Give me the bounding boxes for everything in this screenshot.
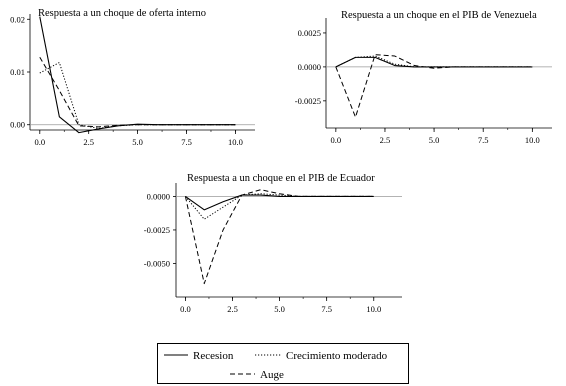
legend-box	[157, 343, 409, 384]
legend-label: Crecimiento moderado	[286, 350, 388, 362]
chart-title: Respuesta a un choque de oferta interno	[38, 8, 206, 19]
x-tick-label: 7.5	[478, 135, 489, 145]
series-line-auge	[39, 56, 236, 128]
x-tick-label: 2.5	[227, 304, 238, 314]
y-tick-label: 0.0000	[147, 191, 170, 201]
y-tick-label: 0.02	[10, 14, 25, 24]
y-tick-label: -0.0025	[144, 225, 170, 235]
y-tick-label: -0.0025	[295, 96, 321, 106]
x-tick-label: 10.0	[525, 135, 540, 145]
y-tick-label: -0.0050	[144, 258, 170, 268]
y-tick-label: 0.01	[10, 67, 25, 77]
chart-panel-3: Respuesta a un choque en el PIB de Ecuad…	[144, 173, 402, 314]
y-tick-label: 0.0025	[298, 28, 321, 38]
x-tick-label: 7.5	[321, 304, 332, 314]
x-tick-label: 0.0	[331, 135, 342, 145]
y-tick-label: 0.0000	[298, 62, 321, 72]
series-line-crecimiento-moderado	[185, 193, 374, 220]
chart-title: Respuesta a un choque en el PIB de Venez…	[341, 10, 537, 21]
chart-panel-2: Respuesta a un choque en el PIB de Venez…	[295, 10, 552, 145]
x-tick-label: 2.5	[380, 135, 391, 145]
x-tick-label: 7.5	[181, 137, 192, 147]
series-line-crecimiento-moderado	[39, 62, 236, 129]
x-tick-label: 10.0	[366, 304, 381, 314]
chart-panel-1: Respuesta a un choque de oferta interno 0…	[10, 8, 255, 147]
x-tick-label: 5.0	[274, 304, 285, 314]
x-tick-label: 10.0	[228, 137, 243, 147]
legend-label: Auge	[260, 369, 284, 381]
series-line-crecimiento-moderado	[335, 55, 533, 68]
series-line-recesion	[39, 16, 236, 134]
x-tick-label: 0.0	[180, 304, 191, 314]
series-line-recesion	[335, 56, 533, 68]
x-tick-label: 0.0	[34, 137, 45, 147]
x-tick-label: 5.0	[429, 135, 440, 145]
series-line-auge	[184, 189, 374, 285]
legend-label: Recesion	[193, 350, 234, 362]
series-line-auge	[335, 54, 533, 118]
chart-title: Respuesta a un choque en el PIB de Ecuad…	[187, 173, 375, 184]
series-line-recesion	[185, 194, 374, 211]
y-tick-label: 0.00	[10, 120, 25, 130]
x-tick-label: 5.0	[132, 137, 143, 147]
x-tick-label: 2.5	[83, 137, 94, 147]
